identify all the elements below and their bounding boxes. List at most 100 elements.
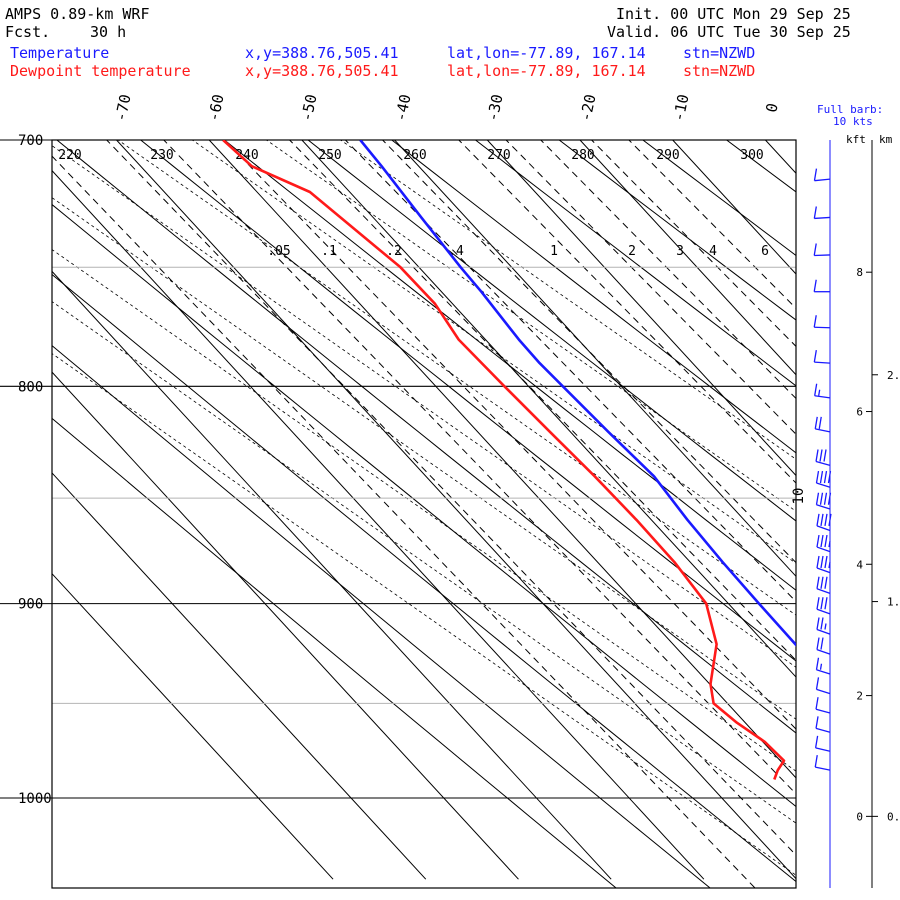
km-axis-label: km — [879, 133, 893, 146]
theta-label: 220 — [58, 148, 81, 163]
dry-adiabat-line — [390, 140, 796, 454]
wind-barb — [814, 383, 831, 399]
theta-label: 230 — [150, 148, 173, 163]
theta-label: 250 — [318, 148, 341, 163]
barb-shaft — [816, 588, 831, 594]
barb-flag — [824, 513, 828, 526]
barb-flag — [815, 449, 819, 462]
pressure-label: 800 — [18, 379, 43, 395]
wind-barb — [815, 449, 831, 466]
dry-adiabat-line — [56, 140, 796, 734]
barb-flag — [819, 492, 824, 505]
barb-flag — [816, 617, 820, 630]
height-axis: 0 2 4 6 8 0. 1. 2. — [856, 140, 900, 888]
mixing-ratio-label: 1 — [550, 244, 558, 259]
wind-barb — [813, 243, 831, 257]
moist-adiabat-label: 10 — [791, 488, 807, 505]
barb-flag — [815, 657, 820, 670]
init-time: Init. 00 UTC Mon 29 Sep 25 — [616, 5, 851, 23]
isotherm-label: -30 — [483, 93, 506, 123]
dewpoint-legend: Dewpoint temperature — [10, 62, 191, 80]
wind-barb — [815, 677, 831, 695]
pressure-label: 1000 — [18, 791, 52, 807]
kft-label: 8 — [856, 266, 863, 279]
barb-flag — [815, 697, 819, 710]
barb-flag — [820, 597, 824, 610]
kft-label: 0 — [856, 810, 863, 823]
barb-flag — [820, 555, 824, 569]
barb-flag — [813, 315, 817, 328]
barb-flag — [816, 555, 820, 569]
dry-adiabat-line — [725, 140, 796, 193]
barb-flag — [820, 534, 824, 548]
barb-legend-title: Full barb: — [817, 103, 884, 116]
wind-barb — [815, 657, 831, 675]
barb-shaft — [814, 254, 831, 257]
mixing-ratio-label: .4 — [448, 244, 464, 259]
barb-flag — [814, 416, 818, 430]
isobar-lines — [0, 139, 796, 799]
wind-barb — [815, 716, 831, 733]
barb-flag — [815, 470, 820, 484]
forecast-hours: 30 h — [90, 23, 127, 41]
barb-flag — [815, 677, 820, 690]
barb-shaft — [816, 669, 831, 675]
kft-label: 2 — [856, 690, 863, 703]
wind-barb — [813, 349, 831, 364]
barb-half-flag — [818, 389, 821, 396]
barb-flag — [814, 735, 819, 748]
dry-adiabat-line — [642, 140, 796, 257]
barb-half-flag — [819, 663, 823, 670]
theta-label: 240 — [235, 148, 258, 163]
wind-barb — [814, 735, 831, 752]
dewpoint-latlon: lat,lon=-77.89, 167.14 — [447, 62, 646, 80]
barb-flag — [827, 470, 832, 484]
barb-flag — [813, 168, 818, 181]
dry-adiabat-line — [223, 140, 796, 591]
moist-adiabat-line — [117, 140, 796, 616]
dry-adiabat-line — [52, 345, 711, 888]
barb-shaft — [816, 628, 831, 635]
wind-barb — [816, 513, 832, 532]
isotherm-label: -20 — [576, 93, 599, 123]
barb-flag — [824, 555, 828, 569]
barb-shaft — [816, 688, 831, 695]
barb-flag — [816, 513, 820, 526]
barb-half-flag — [828, 540, 831, 548]
km-label: 1. — [887, 596, 900, 609]
barb-flag — [816, 597, 820, 610]
isotherm-line — [52, 371, 519, 880]
theta-label: 280 — [571, 148, 594, 163]
mixing-ratio-label: 4 — [709, 244, 717, 259]
wind-barb — [815, 697, 831, 714]
barb-shaft — [814, 326, 831, 329]
kft-label: 4 — [856, 558, 863, 571]
barb-shaft — [816, 525, 831, 532]
pressure-label: 700 — [18, 133, 43, 149]
barb-shaft — [816, 648, 831, 655]
isotherm-line — [301, 140, 796, 678]
wind-barb — [813, 279, 830, 293]
theta-label: 270 — [487, 148, 510, 163]
isotherm-line — [765, 140, 796, 174]
dewpoint-trace — [222, 140, 786, 780]
valid-time: Valid. 06 UTC Tue 30 Sep 25 — [607, 23, 851, 41]
barb-flag — [814, 383, 818, 396]
barb-flag — [816, 576, 820, 589]
wind-barbs — [813, 140, 832, 888]
mixing-ratio-line — [106, 140, 796, 856]
wind-barb — [813, 206, 831, 220]
mixing-ratio-line — [590, 140, 796, 348]
mixing-ratio-label: 3 — [676, 244, 684, 259]
dry-adiabat-line — [558, 140, 796, 321]
mixing-ratio-line — [540, 140, 796, 400]
mixing-ratio-label: 6 — [761, 244, 769, 259]
barb-shaft — [814, 395, 831, 399]
wind-barb — [816, 617, 831, 635]
dry-adiabat-line — [139, 140, 796, 662]
mixing-ratio-label: .2 — [386, 244, 402, 259]
barb-flag — [813, 206, 817, 219]
barb-flag — [813, 279, 817, 292]
isotherm-line — [52, 572, 334, 880]
isotherm-label: 0 — [762, 102, 781, 115]
